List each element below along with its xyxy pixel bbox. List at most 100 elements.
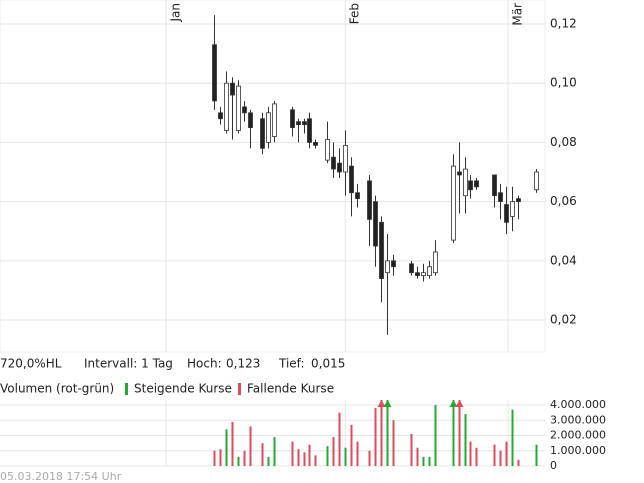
- candle-body: [409, 263, 414, 274]
- candle-body: [492, 174, 497, 197]
- candle-body: [272, 103, 277, 137]
- overflow-arrow: [449, 400, 458, 407]
- volume-bar: [267, 456, 270, 466]
- candle-body: [385, 260, 390, 274]
- volume-bar: [464, 414, 467, 466]
- volume-bar: [505, 441, 508, 466]
- y-tick-label: 3.000.000: [550, 413, 606, 426]
- candle-body: [212, 44, 217, 102]
- volume-bar: [499, 450, 502, 466]
- candle-body: [391, 260, 396, 268]
- candle-body: [516, 198, 521, 203]
- volume-bar: [308, 444, 311, 466]
- x-tick-label: Feb: [348, 3, 362, 24]
- volume-title: Volumen (rot-grün): [0, 382, 114, 396]
- volume-bar: [428, 456, 431, 466]
- candle-body: [463, 168, 468, 197]
- x-tick-label: Mär: [511, 3, 525, 26]
- volume-bar: [243, 450, 246, 466]
- candle-body: [498, 192, 503, 203]
- volume-bar: [237, 456, 240, 466]
- candle-body: [373, 201, 378, 247]
- y-tick-label: 0,08: [550, 135, 577, 149]
- candle-body: [433, 251, 438, 274]
- volume-bar: [303, 452, 306, 466]
- volume-bar: [386, 400, 389, 466]
- volume-bar: [469, 441, 472, 466]
- candle-body: [474, 180, 479, 188]
- legend-swatch: [238, 383, 241, 395]
- candle-body: [367, 180, 372, 220]
- candle-body: [451, 165, 456, 241]
- volume-bar: [416, 447, 419, 466]
- y-tick-label: 0,04: [550, 253, 577, 267]
- volume-bar: [213, 450, 216, 466]
- volume-bar: [392, 420, 395, 466]
- volume-bar: [219, 449, 222, 466]
- legend-label: Fallende Kurse: [247, 382, 334, 396]
- candle-body: [307, 118, 312, 143]
- volume-bar: [493, 444, 496, 466]
- candle-body: [468, 180, 473, 191]
- candle-body: [313, 141, 318, 146]
- y-tick-label: 2.000.000: [550, 429, 606, 442]
- candle-body: [224, 82, 229, 131]
- timestamp: 05.03.2018 17:54 Uhr: [0, 470, 122, 483]
- candle-body: [290, 109, 295, 128]
- candle-body: [379, 221, 384, 279]
- volume-bar: [332, 437, 335, 466]
- candle-body: [266, 112, 271, 143]
- candle-body: [415, 272, 420, 277]
- candle-body: [534, 171, 539, 191]
- volume-bar: [249, 426, 252, 466]
- candle-body: [421, 272, 426, 277]
- legend-label: Steigende Kurse: [134, 382, 232, 396]
- volume-bar: [314, 455, 317, 466]
- overflow-arrow: [455, 400, 464, 407]
- volume-bar: [458, 400, 461, 466]
- volume-bar: [338, 412, 341, 466]
- volume-bar: [356, 441, 359, 466]
- legend-swatch: [125, 383, 128, 395]
- y-tick-label: 1.000.000: [550, 444, 606, 457]
- candle-body: [343, 144, 348, 173]
- candle-body: [218, 112, 223, 120]
- low-value: 0,015: [311, 357, 345, 371]
- volume-bar: [231, 421, 234, 466]
- candle-body: [325, 139, 330, 161]
- volume-bar: [225, 429, 228, 466]
- volume-bar: [326, 446, 329, 466]
- volume-bar: [535, 444, 538, 466]
- volume-bar: [380, 400, 383, 466]
- volume-bars: [213, 400, 538, 466]
- low-label: Tief:: [278, 357, 305, 371]
- volume-bar: [475, 447, 478, 466]
- volume-bar: [434, 405, 437, 466]
- candle-body: [296, 121, 301, 126]
- volume-bar: [517, 459, 520, 466]
- candle-body: [355, 192, 360, 200]
- candle-body: [260, 118, 265, 149]
- volume-bar: [273, 437, 276, 466]
- overflow-arrow: [383, 400, 392, 407]
- volume-bar: [410, 433, 413, 466]
- candle-body: [230, 82, 235, 96]
- y-tick-label: 0,12: [550, 16, 577, 30]
- volume-bar: [511, 409, 514, 466]
- volume-bar: [374, 408, 377, 466]
- candle-body: [242, 106, 247, 114]
- candle-body: [337, 162, 342, 173]
- volume-bar: [261, 443, 264, 466]
- y-tick-label: 0: [550, 459, 557, 472]
- volume-bar: [452, 400, 455, 466]
- candle-body: [331, 156, 336, 170]
- volume-bar: [344, 447, 347, 466]
- high-value: 0,123: [226, 357, 260, 371]
- volume-bar: [422, 456, 425, 466]
- candle-body: [302, 121, 307, 126]
- candle-body: [510, 201, 515, 217]
- candle-body: [236, 85, 241, 131]
- volume-bar: [291, 441, 294, 466]
